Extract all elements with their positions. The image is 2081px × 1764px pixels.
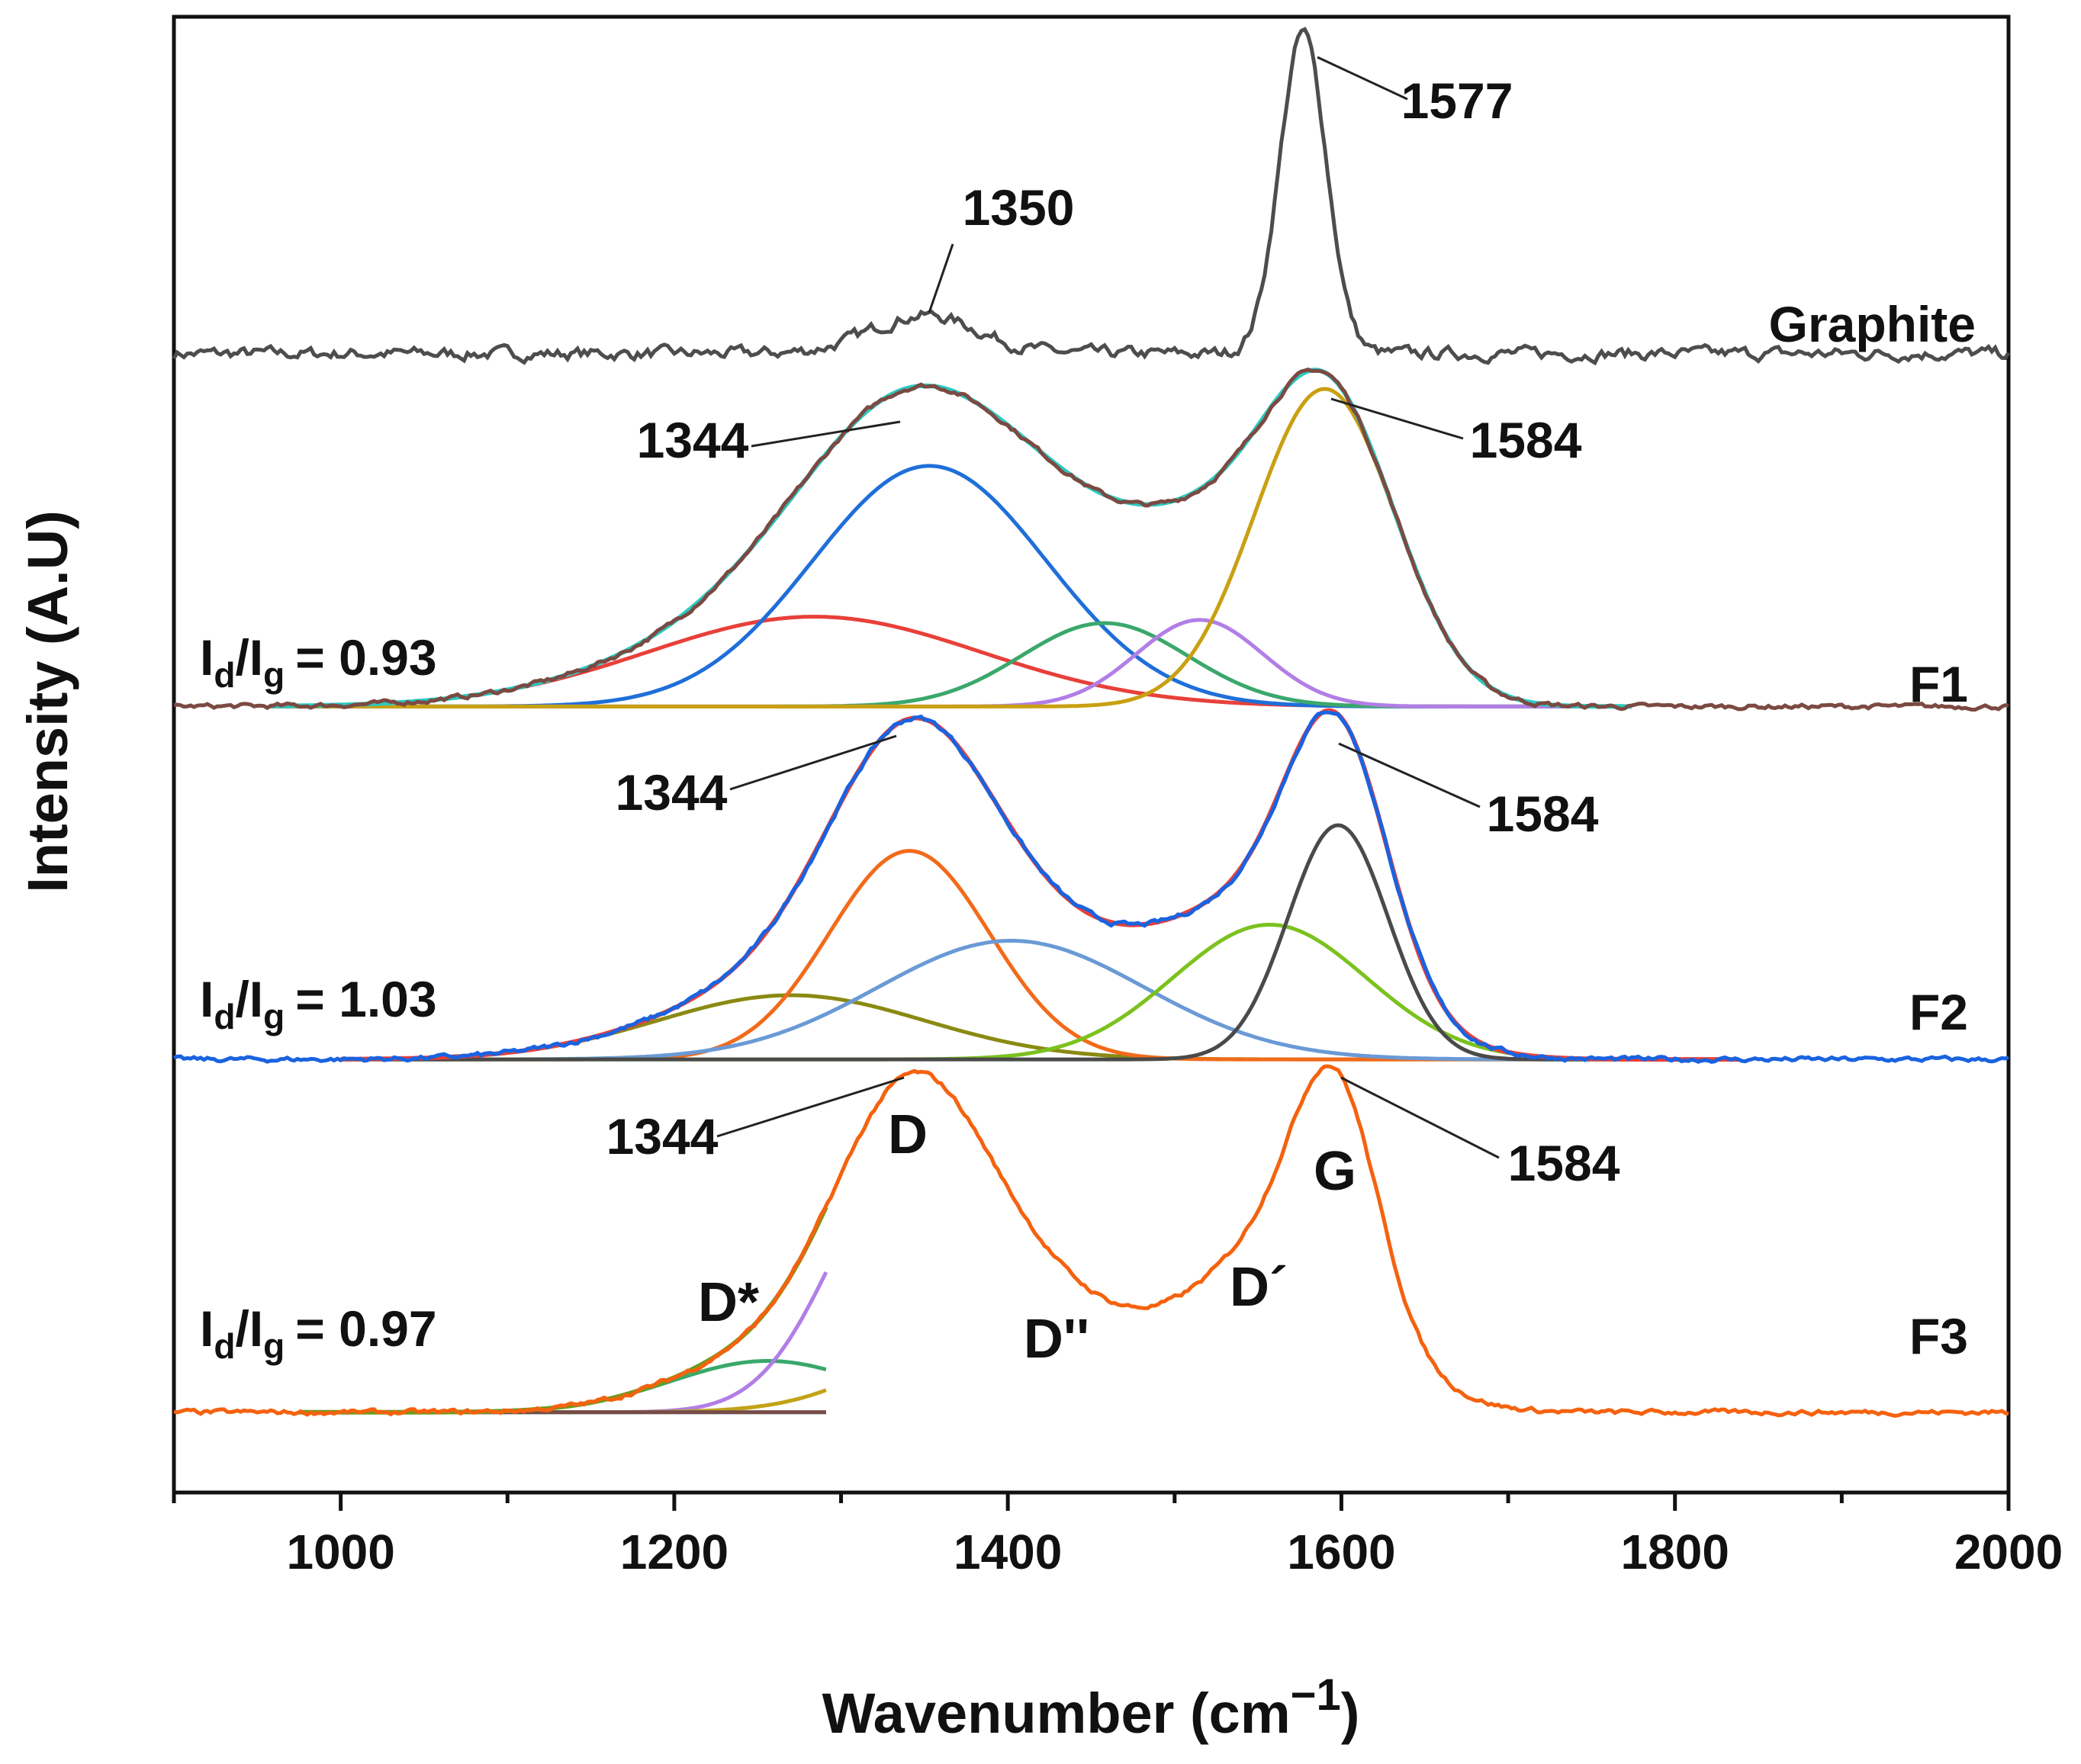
- band-label-d-star: D*: [698, 1272, 759, 1333]
- spectra-group: [172, 27, 2011, 1419]
- spectrum-f2: [173, 710, 2009, 1064]
- annotation-leader: [928, 243, 954, 313]
- sample-label-f2: F2: [1909, 984, 1968, 1040]
- spectrum-f3: [173, 1064, 2009, 1419]
- peak-annotation-f3-1584: 1584: [1508, 1135, 1620, 1191]
- annotation-leader: [1340, 1076, 1500, 1159]
- annotation-leader: [1330, 397, 1464, 440]
- band-label-g: G: [1314, 1141, 1356, 1202]
- sample-label-graphite: Graphite: [1769, 296, 1976, 352]
- peak-annotation-f2-1584: 1584: [1487, 786, 1599, 842]
- x-axis-tick-labels: 1000 1200 1400 1600 1800 2000: [286, 1525, 2063, 1579]
- annotation-leader: [729, 734, 897, 791]
- peak-annotation-graphite-1577: 1577: [1401, 72, 1513, 129]
- sample-label-f1: F1: [1909, 656, 1968, 712]
- peak-annotations: 1350 1577 1344 1584 1344 1584 1344 1584: [606, 56, 1620, 1191]
- spectrum-f1: [173, 367, 2009, 712]
- plot-frame: [172, 14, 2011, 1495]
- x-tick-label: 1800: [1621, 1525, 1729, 1579]
- annotation-leader: [751, 420, 901, 448]
- sample-label-f3: F3: [1909, 1308, 1968, 1364]
- band-label-d-double-prime: D'': [1024, 1309, 1089, 1370]
- peak-annotation-f1-1584: 1584: [1470, 412, 1582, 468]
- ratio-f1: Id/Ig = 0.93: [200, 629, 437, 695]
- spectrum-graphite: [172, 27, 2011, 366]
- x-axis-ticks: [172, 1492, 2011, 1511]
- annotation-leader: [1317, 56, 1408, 101]
- x-tick-label: 1600: [1287, 1525, 1395, 1579]
- ratio-f2: Id/Ig = 1.03: [200, 971, 437, 1036]
- annotation-leader: [1338, 742, 1481, 808]
- x-tick-label: 1200: [620, 1525, 729, 1579]
- x-axis-title: Wavenumber (cm−1): [822, 1670, 1360, 1745]
- x-tick-label: 2000: [1954, 1525, 2063, 1579]
- component-f2-4: [340, 823, 1738, 1062]
- y-axis-title: Intensity (A.U): [16, 510, 79, 893]
- x-tick-label: 1400: [954, 1525, 1062, 1579]
- annotation-leader: [716, 1076, 905, 1138]
- x-tick-label: 1000: [286, 1525, 394, 1579]
- peak-annotation-graphite-1350: 1350: [963, 179, 1075, 236]
- ratio-f3: Id/Ig = 0.97: [200, 1300, 437, 1366]
- band-label-d-prime: D´: [1230, 1257, 1288, 1318]
- peak-annotation-f1-1344: 1344: [637, 412, 749, 468]
- band-label-d: D: [888, 1104, 928, 1165]
- peak-annotation-f2-1344: 1344: [616, 764, 728, 821]
- peak-annotation-f3-1344: 1344: [606, 1108, 719, 1165]
